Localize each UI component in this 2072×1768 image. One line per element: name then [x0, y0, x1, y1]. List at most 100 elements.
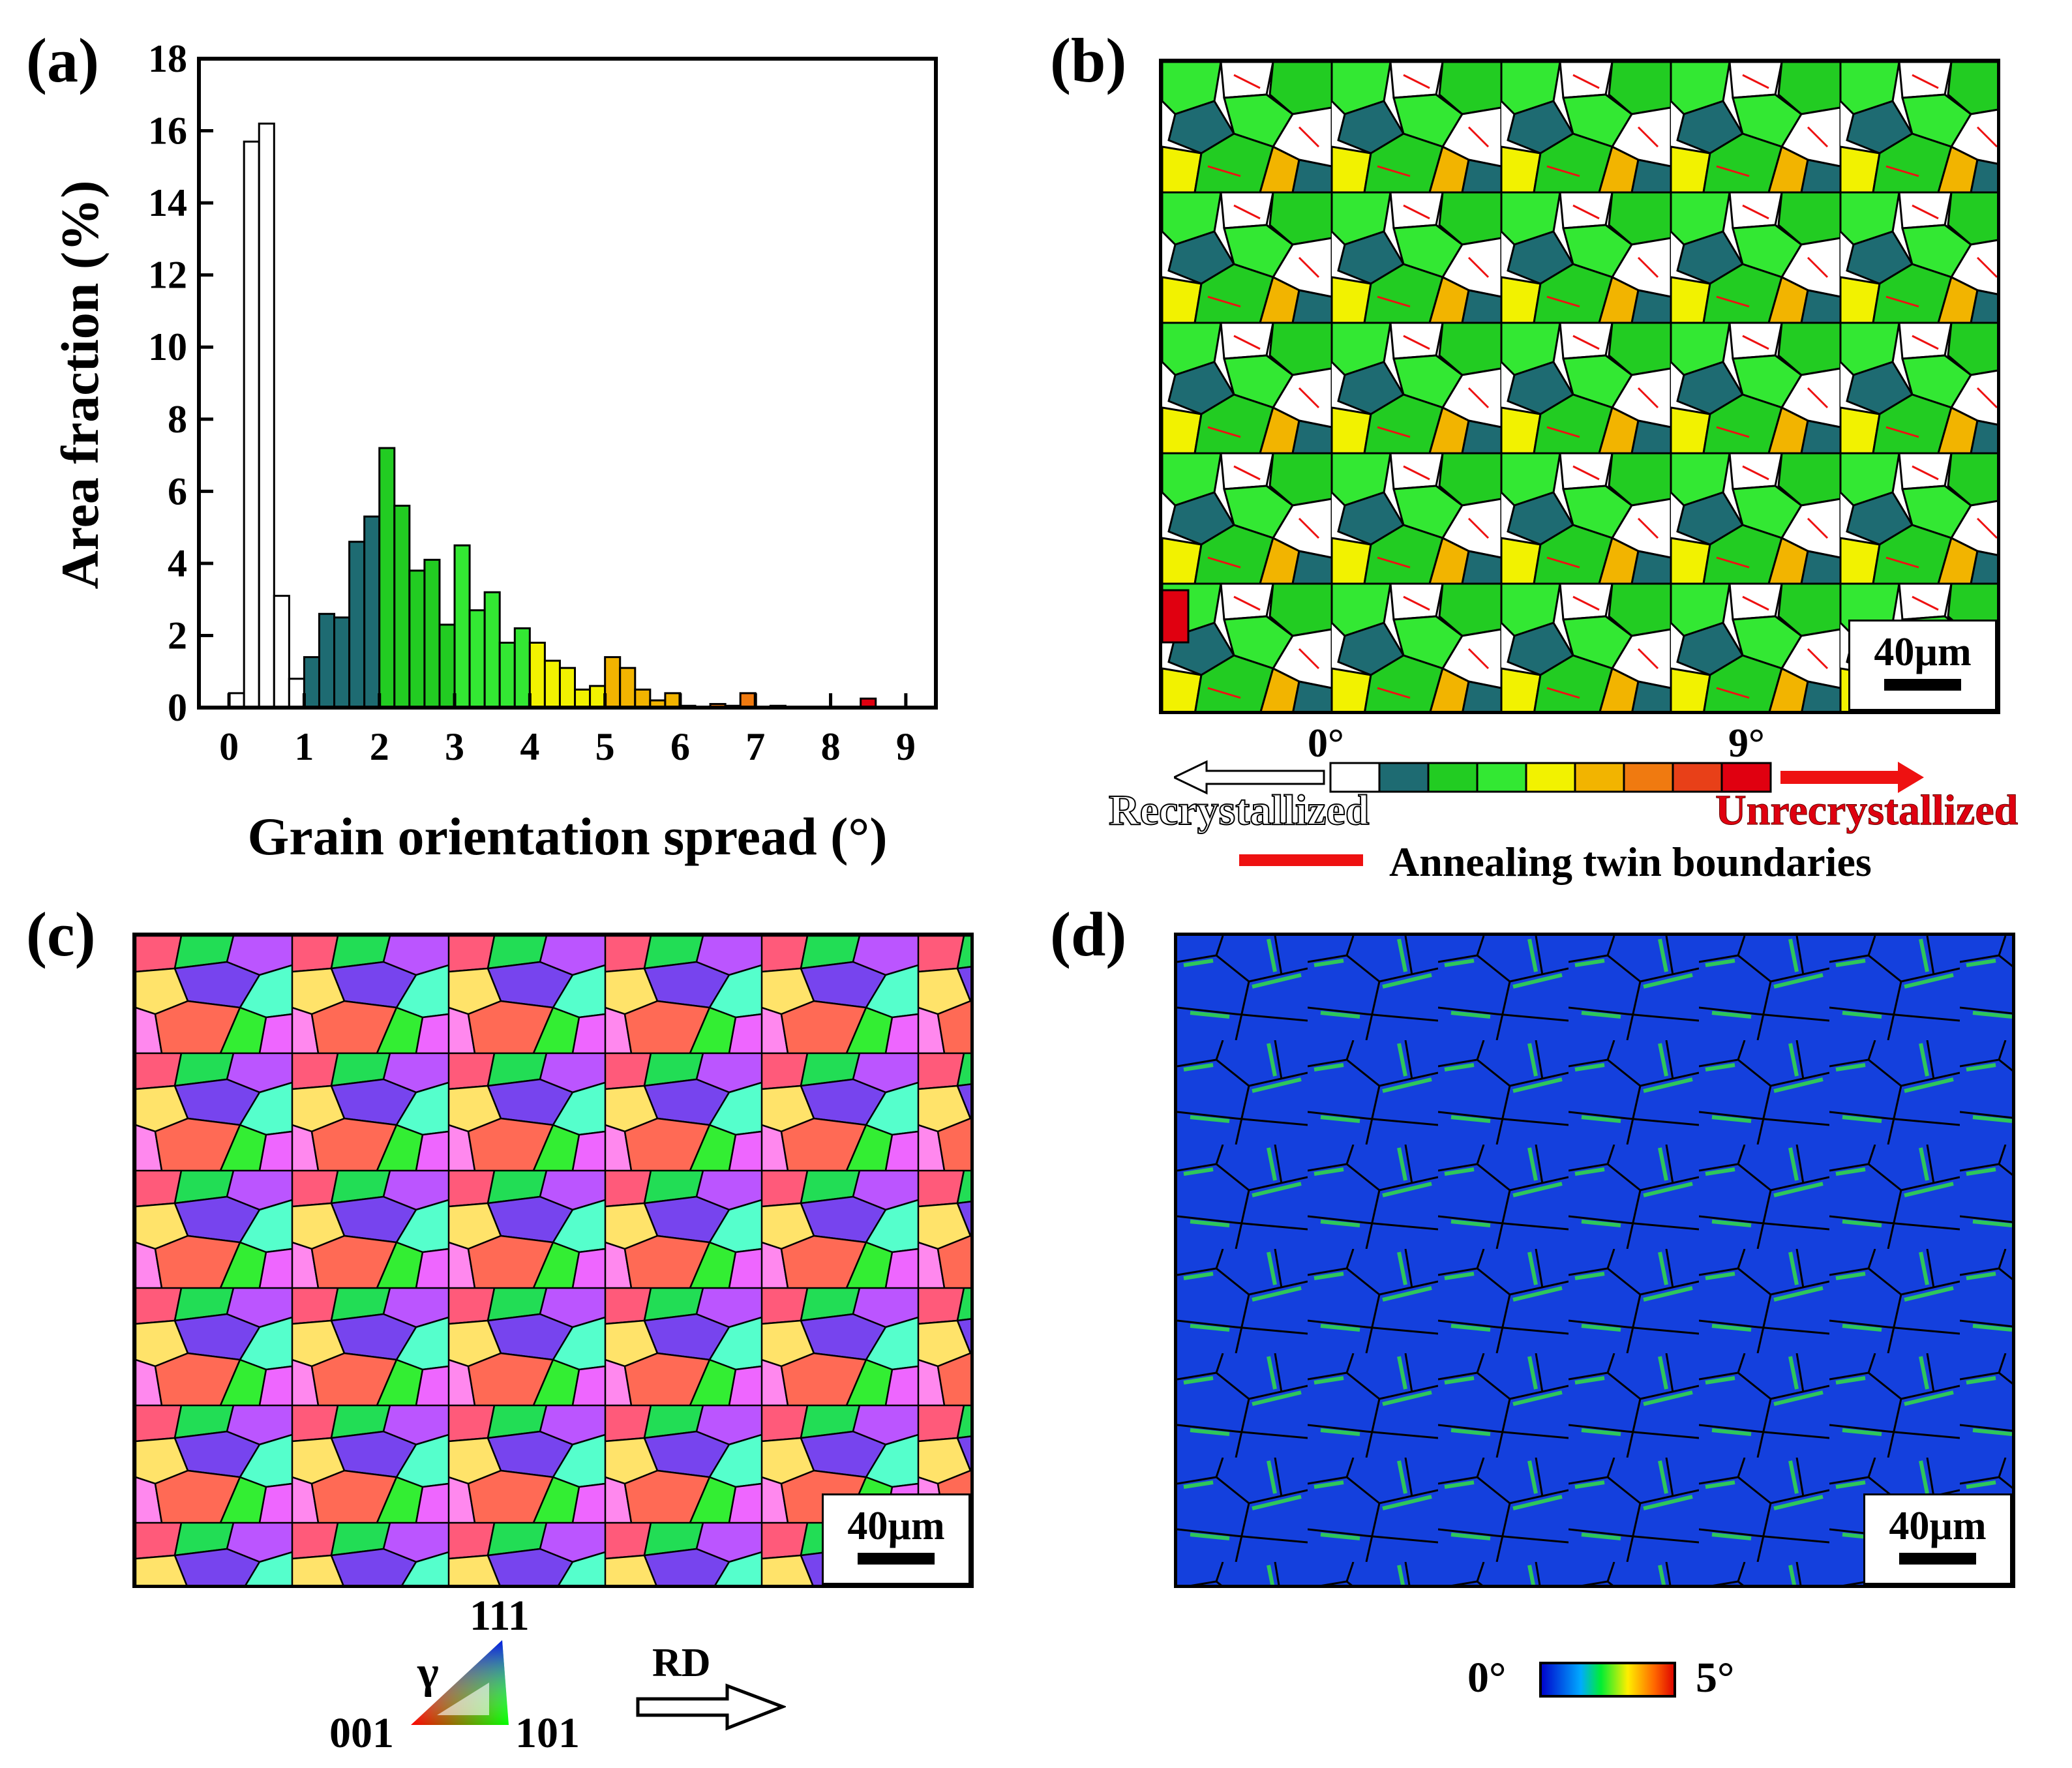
histogram-bar-9 — [363, 515, 381, 709]
histogram-bar-27 — [634, 688, 652, 709]
legend-b-twin-text: Annealing twin boundaries — [1389, 839, 1872, 885]
histogram-bar-4 — [288, 678, 305, 709]
x-axis-title: Grain orientation spread (°) — [247, 807, 887, 866]
histogram-bar-7 — [333, 616, 351, 709]
histogram-bar-17 — [483, 591, 501, 709]
panel-c-label: (c) — [26, 899, 96, 969]
y-tick-label-4: 8 — [168, 398, 187, 441]
legend-b-end-label: 9° — [1728, 721, 1765, 766]
arrow-right-red — [1780, 762, 1924, 793]
gos-map: 40µm — [1159, 59, 2000, 714]
histogram-bar-20 — [528, 642, 546, 709]
histogram-bar-8 — [348, 541, 366, 709]
scale-bar-d-label: 40µm — [1889, 1504, 1987, 1548]
rolling-direction-label: RD — [652, 1641, 711, 1685]
legend-b-bin-8 — [1720, 762, 1772, 793]
twin-boundary-swatch — [1239, 854, 1363, 866]
rolling-direction-arrow — [636, 1683, 786, 1731]
y-tick-label-6: 12 — [148, 254, 187, 297]
panel-d-label: (d) — [1050, 899, 1127, 969]
histogram-bar-12 — [408, 569, 426, 709]
kam-map: 40µm — [1174, 933, 2015, 1588]
y-tick-label-5: 10 — [148, 325, 187, 368]
x-tick-label-7: 7 — [745, 725, 765, 768]
legend-b-bin-3 — [1476, 762, 1527, 793]
kam-legend-max: 5° — [1696, 1654, 1735, 1701]
histogram-bar-13 — [423, 558, 441, 709]
x-tick-label-8: 8 — [821, 725, 841, 768]
y-tick-label-2: 4 — [168, 542, 187, 585]
x-tick-label-5: 5 — [595, 725, 615, 768]
y-tick-label-8: 16 — [148, 110, 187, 153]
histogram-bar-29 — [664, 692, 682, 709]
histogram-bar-16 — [468, 609, 486, 709]
y-tick-label-3: 6 — [168, 470, 187, 513]
arrow-left-white — [1174, 760, 1325, 795]
ipf-map: 40µm — [132, 933, 974, 1588]
legend-b-bin-4 — [1525, 762, 1576, 793]
kam-map-grains — [1177, 936, 2012, 1585]
histogram-bar-26 — [619, 667, 637, 709]
legend-b-right-text: Unrecrystallized — [1715, 787, 2019, 835]
x-tick-label-9: 9 — [896, 725, 916, 768]
histogram-bar-2 — [258, 123, 275, 709]
y-tick-label-7: 14 — [148, 181, 187, 224]
legend-b-left-text: Recrystallized — [1108, 786, 1370, 835]
histogram-bar-15 — [453, 544, 471, 709]
x-tick-label-0: 0 — [219, 725, 239, 768]
histogram-bar-21 — [543, 659, 561, 709]
histogram-bar-14 — [438, 623, 456, 709]
ipf-map-grains — [136, 936, 970, 1585]
scale-bar-d: 40µm — [1863, 1493, 2012, 1585]
kam-legend-min: 0° — [1467, 1654, 1507, 1701]
histogram-bar-19 — [513, 627, 531, 709]
y-tick-label-0: 0 — [168, 686, 187, 729]
legend-b-bin-1 — [1378, 762, 1430, 793]
legend-b-bin-2 — [1427, 762, 1479, 793]
legend-b-colorbar — [1174, 760, 1924, 795]
scale-bar-c-label: 40µm — [847, 1504, 945, 1548]
legend-b-bin-6 — [1623, 762, 1674, 793]
histogram-bar-24 — [589, 685, 607, 709]
x-tick-label-3: 3 — [445, 725, 464, 768]
legend-b-bin-7 — [1672, 762, 1723, 793]
x-tick-label-4: 4 — [520, 725, 539, 768]
x-tick-label-1: 1 — [294, 725, 314, 768]
gos-map-grains — [1162, 62, 1997, 711]
histogram-bar-25 — [604, 656, 622, 709]
ipf-triangle-key — [411, 1640, 509, 1725]
histogram-bar-10 — [378, 447, 396, 709]
panel-b-label: (b) — [1050, 25, 1127, 95]
legend-b-bin-5 — [1574, 762, 1625, 793]
histogram-bar-6 — [318, 612, 336, 709]
panel-a-label: (a) — [26, 25, 99, 95]
scale-bar-c: 40µm — [822, 1493, 970, 1585]
histogram-bar-23 — [574, 688, 592, 709]
histogram-bar-5 — [303, 656, 320, 709]
histogram-bar-0 — [228, 692, 245, 709]
y-tick-label-9: 18 — [148, 37, 187, 80]
y-axis-title: Area fraction (%) — [50, 181, 110, 590]
histogram-bar-1 — [243, 140, 260, 709]
legend-b-bin-0 — [1329, 762, 1381, 793]
y-tick-label-1: 2 — [168, 614, 187, 657]
x-tick-label-2: 2 — [370, 725, 389, 768]
ipf-corner-001: 001 — [329, 1709, 394, 1757]
ipf-phase-label: γ — [417, 1647, 439, 1698]
histogram-bar-11 — [393, 504, 411, 709]
ipf-corner-101: 101 — [515, 1709, 580, 1757]
histogram-bar-3 — [273, 595, 290, 709]
scale-bar-b: 40µm — [1848, 620, 1997, 711]
histogram-bar-18 — [498, 642, 516, 709]
legend-b-bins — [1329, 762, 1772, 793]
scale-bar-b-label: 40µm — [1874, 630, 1972, 674]
ipf-corner-111: 111 — [470, 1592, 530, 1640]
histogram-plot-frame — [197, 57, 938, 710]
kam-colorbar — [1539, 1662, 1676, 1698]
histogram-bar-33 — [739, 692, 757, 709]
histogram-bars — [228, 123, 877, 709]
histogram-bar-22 — [558, 667, 577, 709]
x-tick-label-6: 6 — [670, 725, 690, 768]
